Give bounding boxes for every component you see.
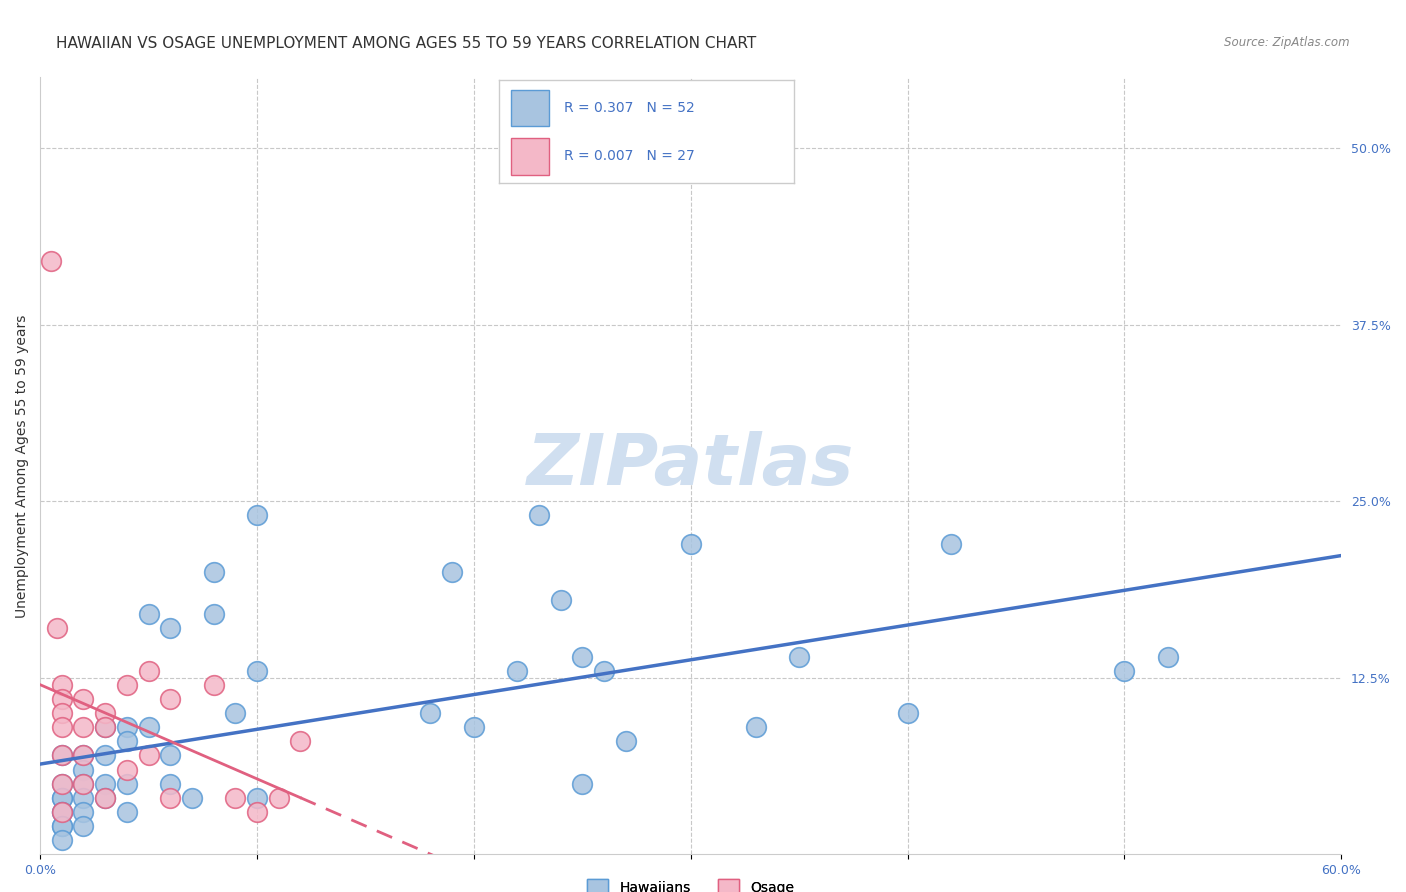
- Point: [115, 763, 138, 777]
- Point: [202, 678, 225, 692]
- Point: [72, 692, 94, 706]
- Point: [138, 720, 160, 734]
- Point: [115, 678, 138, 692]
- Point: [571, 777, 593, 791]
- Point: [159, 621, 181, 635]
- Point: [419, 706, 441, 720]
- Point: [51, 790, 73, 805]
- Point: [787, 649, 810, 664]
- Point: [159, 790, 181, 805]
- Point: [896, 706, 918, 720]
- Point: [939, 536, 962, 550]
- Point: [51, 805, 73, 819]
- Point: [550, 593, 572, 607]
- Point: [51, 833, 73, 847]
- Point: [527, 508, 550, 523]
- Point: [180, 790, 202, 805]
- Point: [115, 777, 138, 791]
- Y-axis label: Unemployment Among Ages 55 to 59 years: Unemployment Among Ages 55 to 59 years: [15, 314, 30, 617]
- Point: [51, 692, 73, 706]
- Point: [246, 805, 269, 819]
- Point: [138, 607, 160, 622]
- Point: [51, 748, 73, 763]
- Point: [246, 508, 269, 523]
- Point: [72, 748, 94, 763]
- FancyBboxPatch shape: [510, 137, 550, 175]
- Point: [593, 664, 616, 678]
- Point: [94, 706, 117, 720]
- Point: [72, 720, 94, 734]
- Text: Source: ZipAtlas.com: Source: ZipAtlas.com: [1225, 36, 1350, 49]
- Text: HAWAIIAN VS OSAGE UNEMPLOYMENT AMONG AGES 55 TO 59 YEARS CORRELATION CHART: HAWAIIAN VS OSAGE UNEMPLOYMENT AMONG AGE…: [56, 36, 756, 51]
- Text: ZIPatlas: ZIPatlas: [527, 432, 855, 500]
- Point: [51, 819, 73, 833]
- Point: [246, 790, 269, 805]
- Point: [72, 748, 94, 763]
- Point: [159, 777, 181, 791]
- Point: [1114, 664, 1136, 678]
- Point: [159, 748, 181, 763]
- Point: [72, 777, 94, 791]
- Point: [614, 734, 637, 748]
- Point: [679, 536, 702, 550]
- Point: [46, 621, 69, 635]
- Point: [94, 720, 117, 734]
- Point: [159, 692, 181, 706]
- Point: [51, 819, 73, 833]
- Point: [51, 805, 73, 819]
- Point: [1157, 649, 1180, 664]
- Point: [39, 254, 62, 268]
- Point: [94, 720, 117, 734]
- Point: [94, 777, 117, 791]
- Point: [463, 720, 485, 734]
- Point: [72, 805, 94, 819]
- Point: [202, 607, 225, 622]
- Point: [51, 720, 73, 734]
- Point: [224, 790, 246, 805]
- Point: [267, 790, 290, 805]
- Point: [51, 805, 73, 819]
- Point: [51, 748, 73, 763]
- Point: [115, 734, 138, 748]
- Legend: Hawaiians, Osage: Hawaiians, Osage: [582, 873, 800, 892]
- Point: [51, 777, 73, 791]
- Point: [571, 649, 593, 664]
- Point: [115, 720, 138, 734]
- Point: [94, 790, 117, 805]
- Point: [138, 664, 160, 678]
- Point: [506, 664, 529, 678]
- Point: [72, 790, 94, 805]
- Text: R = 0.307   N = 52: R = 0.307 N = 52: [564, 101, 695, 115]
- Point: [115, 805, 138, 819]
- Point: [138, 748, 160, 763]
- Point: [290, 734, 312, 748]
- Point: [94, 748, 117, 763]
- Point: [72, 763, 94, 777]
- FancyBboxPatch shape: [510, 89, 550, 127]
- Point: [441, 565, 464, 579]
- Point: [51, 790, 73, 805]
- Point: [745, 720, 768, 734]
- Point: [224, 706, 246, 720]
- Point: [246, 664, 269, 678]
- Point: [72, 777, 94, 791]
- Point: [51, 678, 73, 692]
- Point: [72, 819, 94, 833]
- Point: [94, 790, 117, 805]
- Point: [202, 565, 225, 579]
- Text: R = 0.007   N = 27: R = 0.007 N = 27: [564, 149, 695, 163]
- Point: [51, 706, 73, 720]
- Point: [51, 777, 73, 791]
